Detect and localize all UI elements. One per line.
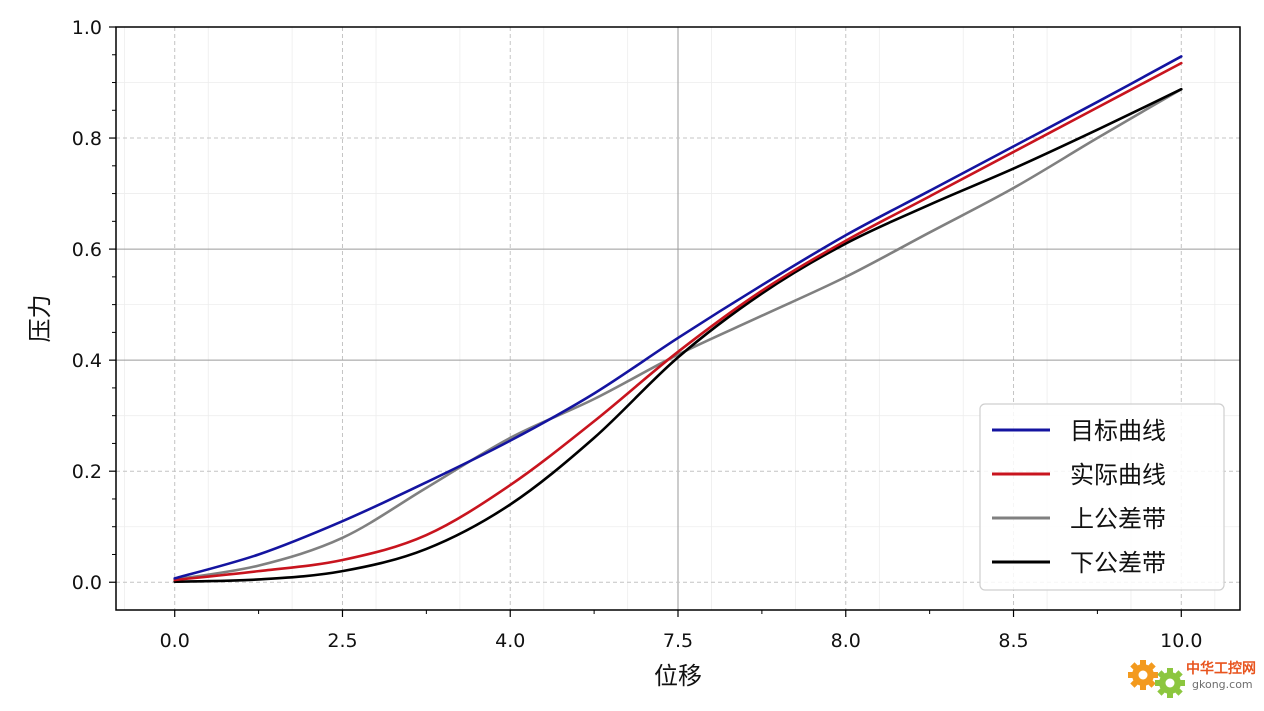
x-tick-label: 8.5 [998,630,1028,652]
gear-tooth [1152,672,1158,678]
watermark-title: 中华工控网 [1186,660,1256,677]
y-axis-title: 压力 [26,295,54,343]
legend-label: 实际曲线 [1070,461,1166,489]
x-tick-label: 10.0 [1160,630,1202,652]
x-tick-label: 4.0 [495,630,525,652]
series-lines [173,55,1183,583]
gear-tooth [1167,692,1173,698]
gear-tooth [1147,679,1156,688]
y-tick-labels: 0.0 0.2 0.4 0.6 0.8 1.0 [72,17,102,594]
gear-tooth [1174,687,1183,696]
x-tick-label: 0.0 [160,630,190,652]
legend-label: 目标曲线 [1070,417,1166,445]
series-line [173,61,1183,582]
gear-tooth [1155,680,1161,686]
legend-label: 上公差带 [1070,505,1166,533]
y-tick-label: 0.6 [72,239,102,261]
gear-icon [1159,672,1181,694]
gear-icon [1132,664,1154,686]
x-tick-label: 8.0 [831,630,861,652]
gear-tooth [1128,672,1134,678]
x-tick-labels: 0.0 2.5 4.0 7.5 8.0 8.5 10.0 [160,630,1203,652]
gear-tooth [1157,687,1166,696]
watermark-url: gkong.com [1192,678,1253,691]
gear-tooth [1147,662,1156,671]
y-tick-label: 1.0 [72,17,102,39]
gear-tooth [1179,680,1185,686]
y-tick-label: 0.0 [72,572,102,594]
x-tick-label: 2.5 [327,630,357,652]
gear-tooth [1140,684,1146,690]
series-line [173,55,1183,580]
gear-tooth [1130,662,1139,671]
x-tick-label: 7.5 [663,630,693,652]
gear-tooth [1140,660,1146,666]
series-line [173,87,1183,581]
legend-box [979,403,1225,591]
gear-tooth [1157,670,1166,679]
gear-tooth [1167,668,1173,674]
watermark-logo: 中华工控网 gkong.com [1128,660,1256,698]
axis-ticks [109,26,1182,617]
gear-tooth [1174,670,1183,679]
y-tick-label: 0.8 [72,128,102,150]
y-tick-label: 0.4 [72,350,102,372]
x-axis-title: 位移 [654,662,702,690]
gear-tooth [1130,679,1139,688]
y-tick-label: 0.2 [72,461,102,483]
legend-label: 下公差带 [1070,549,1166,577]
series-line [173,87,1183,583]
